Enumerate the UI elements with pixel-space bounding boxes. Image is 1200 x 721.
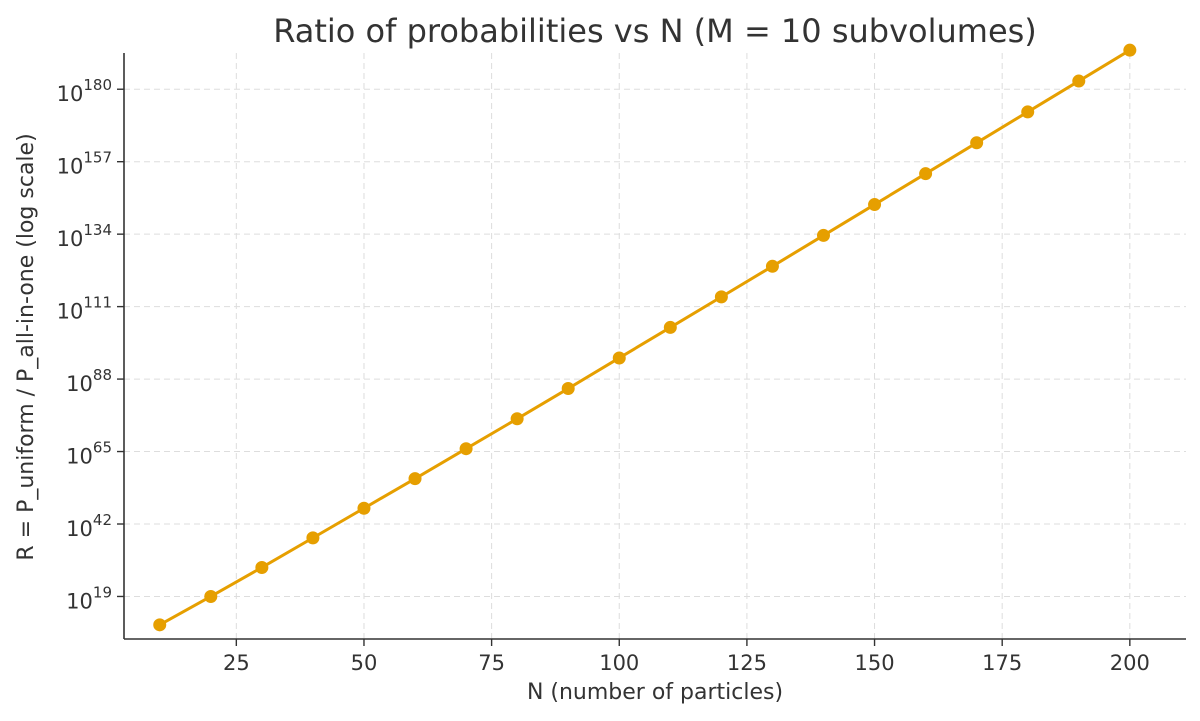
x-tick-label: 175 — [982, 651, 1022, 675]
tick-layer: 25 50 75 100 125 150 175 200 1019 1042 1065 1088 101… — [57, 76, 1150, 675]
x-tick-label: 50 — [351, 651, 378, 675]
series-layer — [153, 43, 1137, 632]
grid-layer — [124, 53, 1186, 639]
data-point — [561, 382, 575, 396]
x-tick-label: 200 — [1110, 651, 1150, 675]
data-point — [1072, 74, 1086, 88]
data-point — [357, 501, 371, 515]
data-point — [714, 290, 728, 304]
data-point — [868, 198, 882, 212]
x-tick-label: 150 — [855, 651, 895, 675]
data-point — [765, 259, 779, 273]
x-tick-label: 25 — [223, 651, 250, 675]
x-axis-label: N (number of particles) — [527, 680, 783, 705]
chart-title: Ratio of probabilities vs N (M = 10 subv… — [273, 12, 1037, 50]
x-tick-label: 100 — [599, 651, 639, 675]
data-point — [153, 618, 167, 632]
y-tick-label: 1019 — [66, 583, 112, 613]
data-point — [663, 320, 677, 334]
data-point — [612, 351, 626, 365]
data-point — [408, 472, 422, 486]
data-point — [510, 412, 524, 426]
data-point — [459, 442, 473, 456]
y-tick-label: 10111 — [57, 294, 112, 324]
data-point — [1021, 105, 1035, 119]
data-point — [255, 560, 269, 574]
data-point — [816, 228, 830, 242]
y-tick-label: 1042 — [66, 511, 112, 541]
x-tick-label: 75 — [478, 651, 505, 675]
y-tick-label: 10157 — [57, 149, 112, 179]
data-point — [919, 167, 933, 181]
y-tick-label: 10180 — [57, 76, 112, 106]
series-line — [158, 48, 1132, 627]
data-point — [306, 531, 320, 545]
x-tick-label: 125 — [727, 651, 767, 675]
y-tick-label: 1088 — [66, 366, 112, 396]
axes-layer — [123, 53, 1186, 640]
y-tick-label: 1065 — [66, 439, 112, 469]
y-tick-label: 10134 — [57, 221, 112, 251]
data-point — [204, 589, 218, 603]
data-point — [970, 136, 984, 150]
data-point — [1123, 43, 1137, 57]
y-axis-label: R = P_uniform / P_all-in-one (log scale) — [14, 133, 39, 560]
